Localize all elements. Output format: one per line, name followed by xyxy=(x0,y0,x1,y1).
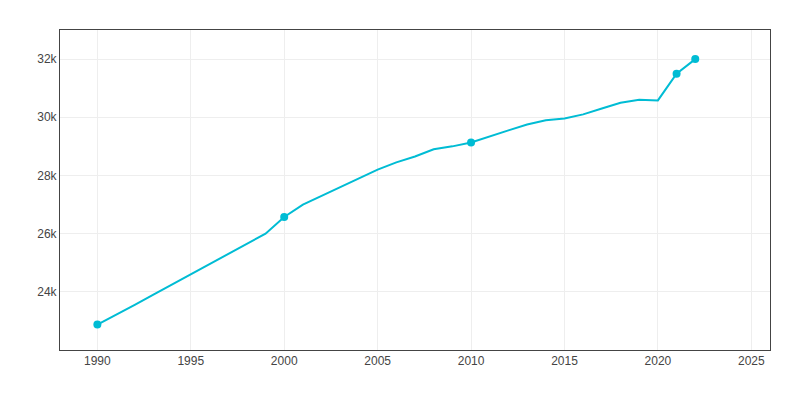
svg-text:24k: 24k xyxy=(37,285,57,299)
svg-text:2010: 2010 xyxy=(458,354,485,368)
svg-text:2025: 2025 xyxy=(738,354,765,368)
svg-text:30k: 30k xyxy=(37,110,57,124)
svg-text:2005: 2005 xyxy=(364,354,391,368)
svg-text:2020: 2020 xyxy=(645,354,672,368)
svg-text:1995: 1995 xyxy=(177,354,204,368)
svg-text:2000: 2000 xyxy=(271,354,298,368)
svg-text:1990: 1990 xyxy=(84,354,111,368)
svg-text:32k: 32k xyxy=(37,52,57,66)
svg-text:2015: 2015 xyxy=(551,354,578,368)
svg-text:28k: 28k xyxy=(37,169,57,183)
svg-text:26k: 26k xyxy=(37,227,57,241)
